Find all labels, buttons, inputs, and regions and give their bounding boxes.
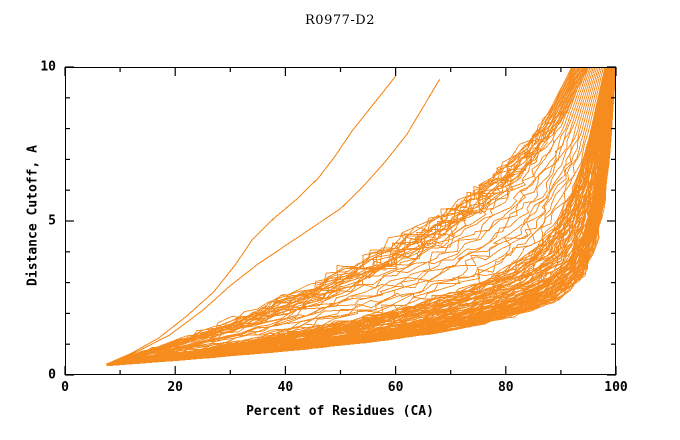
model-curve — [106, 79, 441, 365]
model-curve — [106, 67, 598, 365]
x-axis-label: Percent of Residues (CA) — [246, 404, 434, 419]
y-tick-label: 5 — [48, 213, 56, 229]
plot-frame — [65, 67, 616, 375]
model-curve — [106, 67, 589, 365]
x-tick-label: 100 — [604, 380, 628, 395]
y-axis-label: Distance Cutoff, A — [25, 145, 41, 286]
x-tick-label: 40 — [277, 380, 294, 395]
y-tick-label: 10 — [40, 59, 56, 75]
model-curve — [106, 67, 587, 365]
model-curve — [106, 75, 397, 365]
y-tick-label: 0 — [48, 367, 56, 383]
model-curve — [106, 67, 604, 365]
model-curve — [106, 67, 603, 365]
x-tick-label: 20 — [167, 380, 184, 395]
x-tick-label: 80 — [497, 380, 514, 395]
model-curve — [106, 67, 589, 365]
model-curve — [106, 67, 591, 365]
chart-title: R0977-D2 — [305, 13, 375, 28]
model-curve — [106, 67, 599, 365]
x-tick-label: 0 — [61, 380, 69, 395]
model-curve — [106, 67, 608, 366]
model-curve — [106, 67, 584, 365]
model-curve — [106, 67, 601, 365]
model-curve — [106, 67, 609, 366]
plot-area — [106, 67, 616, 367]
model-curve — [106, 67, 582, 365]
model-curve — [106, 67, 593, 365]
x-tick-label: 60 — [387, 380, 404, 395]
